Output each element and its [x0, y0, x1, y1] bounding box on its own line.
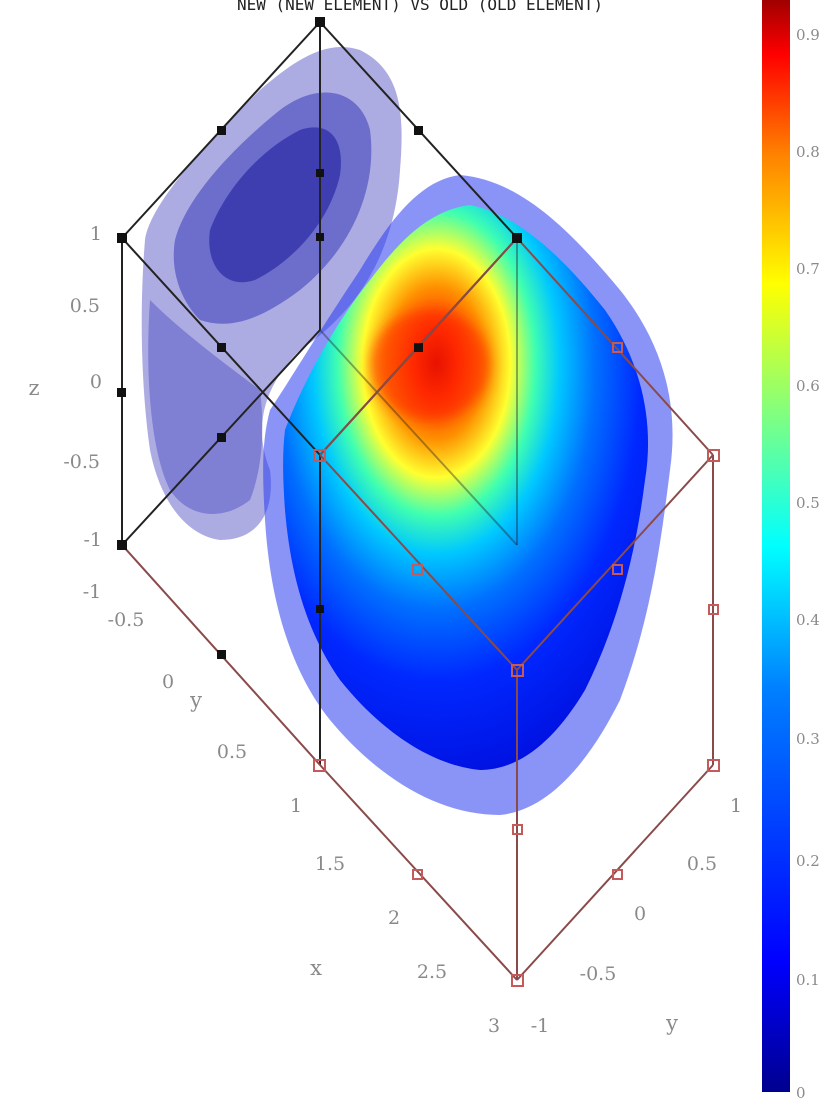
- colorbar-tick: 0.9: [796, 26, 820, 44]
- z-axis-label: z: [28, 376, 39, 400]
- node-marker: [512, 233, 522, 243]
- z-axis: 1 0.5 0 -0.5 -1 z: [28, 223, 102, 551]
- node-marker: [117, 540, 127, 550]
- x-tick: 2: [388, 907, 400, 929]
- node-marker: [612, 342, 623, 353]
- node-marker: [316, 605, 324, 613]
- colorbar-tick: 0.2: [796, 852, 820, 870]
- node-marker: [117, 388, 126, 397]
- colorbar-tick: 0: [796, 1084, 806, 1101]
- x-tick: 3: [488, 1015, 500, 1037]
- node-marker: [412, 869, 423, 880]
- node-marker: [512, 824, 523, 835]
- node-marker: [316, 169, 324, 177]
- y-axis-left: -1 -0.5 0 0.5 1 y: [83, 581, 302, 817]
- node-marker: [612, 869, 623, 880]
- old-element-surfaces: [141, 46, 402, 541]
- x-tick: 2.5: [417, 961, 447, 983]
- y-axis-label-right: y: [665, 1011, 678, 1035]
- y-tick-right: 0.5: [687, 853, 717, 875]
- colorbar-tick: 0.5: [796, 494, 820, 512]
- z-tick: 1: [90, 223, 102, 245]
- node-marker: [412, 564, 423, 575]
- new-element-field: [263, 175, 673, 815]
- node-marker: [511, 974, 524, 987]
- y-axis-right: -1 -0.5 0 0.5 1 y: [531, 795, 742, 1037]
- node-marker: [313, 449, 326, 462]
- z-tick: -1: [83, 529, 102, 551]
- y-tick-right: 0: [634, 903, 646, 925]
- node-marker: [511, 664, 524, 677]
- colorbar-tick: 0.8: [796, 143, 820, 161]
- z-tick: 0: [90, 371, 102, 393]
- y-tick: 1: [290, 795, 302, 817]
- node-marker: [217, 650, 226, 659]
- new-element-nodes: [313, 342, 720, 987]
- node-marker: [315, 17, 325, 27]
- y-tick-right: 1: [730, 795, 742, 817]
- colorbar-tick: 0.1: [796, 971, 820, 989]
- node-marker: [117, 233, 127, 243]
- old-surface-lower: [148, 300, 263, 514]
- node-marker: [217, 433, 226, 442]
- z-tick: 0.5: [70, 295, 100, 317]
- hotspot: [370, 310, 490, 420]
- node-marker: [414, 343, 423, 352]
- node-marker: [612, 564, 623, 575]
- y-tick-right: -1: [531, 1015, 550, 1037]
- colorbar-tick: 0.6: [796, 377, 820, 395]
- x-tick: 1.5: [315, 853, 345, 875]
- colorbar: 0 0.1 0.2 0.3 0.4 0.5 0.6 0.7 0.8 0.9: [762, 0, 820, 1102]
- y-tick: 0.5: [217, 741, 247, 763]
- node-marker: [414, 126, 423, 135]
- node-marker: [316, 233, 324, 241]
- node-marker: [217, 343, 226, 352]
- z-tick: -0.5: [63, 451, 100, 473]
- colorbar-strip: [762, 0, 790, 1092]
- x-axis-label: x: [310, 956, 322, 980]
- old-element-nodes: [117, 17, 522, 659]
- y-tick: -1: [83, 581, 102, 603]
- colorbar-tick: 0.4: [796, 611, 820, 629]
- colorbar-tick: 0.3: [796, 730, 820, 748]
- y-tick: 0: [162, 671, 174, 693]
- y-axis-label-left: y: [189, 688, 202, 712]
- plot-title: NEW (NEW ELEMENT) VS OLD (OLD ELEMENT): [237, 0, 603, 14]
- x-axis: 1 1.5 2 2.5 3 x: [310, 853, 500, 1037]
- node-marker: [707, 449, 720, 462]
- node-marker: [708, 604, 719, 615]
- y-tick-right: -0.5: [580, 963, 617, 985]
- old-surface-inner: [209, 127, 341, 283]
- node-marker: [217, 126, 226, 135]
- node-marker: [313, 759, 326, 772]
- node-marker: [707, 759, 720, 772]
- colorbar-tick: 0.7: [796, 260, 820, 278]
- y-tick: -0.5: [108, 609, 145, 631]
